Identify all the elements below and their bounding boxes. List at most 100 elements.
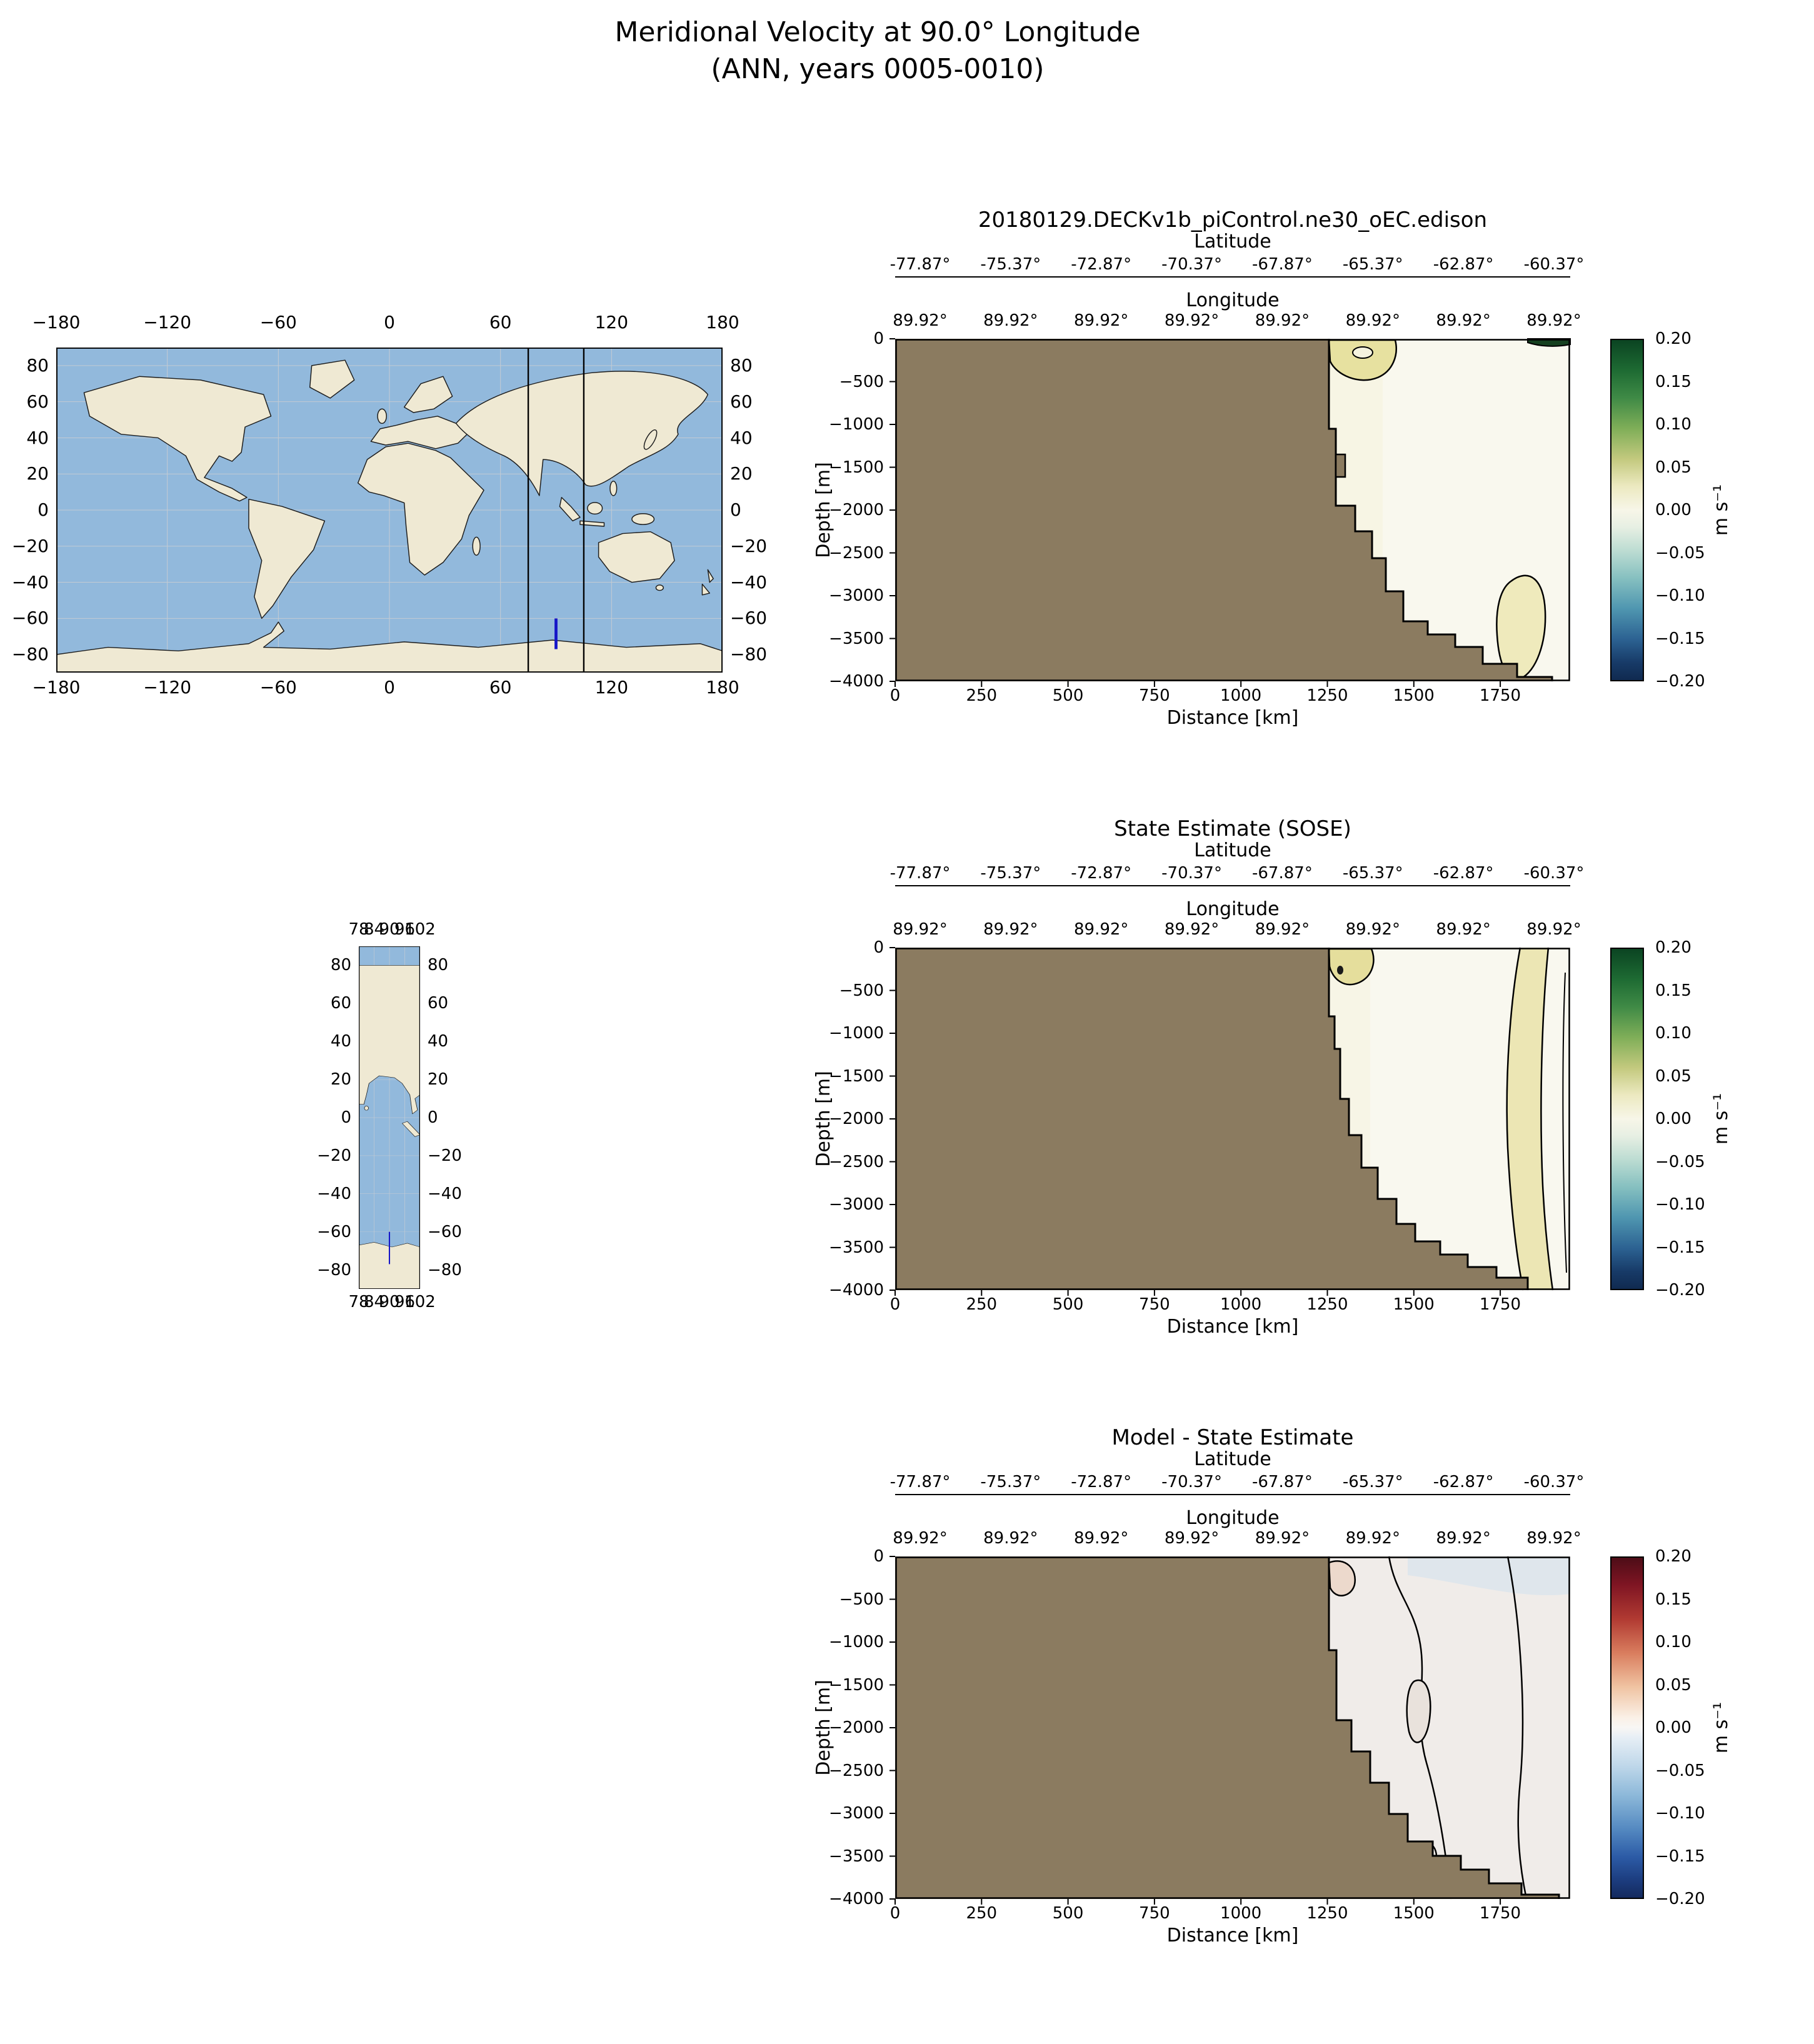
colorbar-tick-label: 0.15 (1655, 1590, 1691, 1609)
longitude-tick-label: 89.92° (1255, 311, 1310, 330)
map-longitude-tick-label: 60 (489, 677, 512, 698)
map-latitude-tick-label: 40 (730, 427, 753, 448)
map-latitude-tick-label: 0 (730, 499, 741, 520)
longitude-tick-label: 89.92° (1436, 311, 1491, 330)
colorbar-tick-label: 0.00 (1655, 501, 1691, 519)
map-latitude-tick-label: −80 (730, 644, 768, 664)
strip-map-left-lat-ticks: 80 60 40 20 0 −20 −40 −60 −80 (289, 957, 351, 1278)
longitude-tick-label: 89.92° (983, 920, 1038, 939)
colorbar-tick-label: −0.20 (1655, 1890, 1705, 1908)
transect-reference-lines (527, 348, 585, 673)
latitude-tick-label: -75.37° (980, 1473, 1041, 1491)
longitude-tick-label: 89.92° (1436, 920, 1491, 939)
distance-tick-labels: 0 250 500 750 1000 1250 1500 1750 (890, 1904, 1521, 1923)
distance-tick-label: 250 (966, 1904, 998, 1923)
continents (56, 359, 723, 673)
depth-tick-label: −500 (839, 1590, 884, 1609)
depth-axis-label: Depth [m] (813, 462, 834, 558)
colorbar-tick-label: 0.05 (1655, 1675, 1691, 1695)
longitude-tick-label: 89.92° (1073, 311, 1129, 330)
figure-title: Meridional Velocity at 90.0° Longitude (… (0, 14, 1755, 88)
depth-tick-label: −1000 (829, 1633, 884, 1651)
distance-tick-label: 1000 (1220, 1295, 1262, 1314)
contour-line-left (1506, 947, 1525, 1291)
colorbar-tick-label: −0.05 (1655, 1152, 1705, 1171)
map-frame (56, 348, 723, 673)
depth-tick-labels: 0 −500 −1000 −1500 −2000 −2500 −3000 −3500 −4000 (801, 939, 884, 1298)
map-latitude-tick-label: −80 (428, 1261, 462, 1280)
latitude-axis-label: Latitude (1194, 839, 1271, 861)
map-latitude-tick-label: 0 (341, 1108, 351, 1127)
section-plot (889, 947, 1570, 1296)
distance-tick-label: 750 (1139, 1904, 1170, 1923)
surface-positive-patch (1328, 1560, 1356, 1596)
depth-tick-label: 0 (873, 938, 884, 957)
colorbar-tick-labels: 0.20 0.15 0.10 0.05 0.00 −0.05 −0.10 −0.15 −0.20 (1655, 1548, 1736, 1907)
longitude-tick-label: 89.92° (1345, 920, 1400, 939)
map-latitude-tick-label: 80 (428, 956, 449, 974)
depth-tick-label: −500 (839, 981, 884, 1000)
distance-tick-label: 1250 (1306, 1295, 1348, 1314)
antarctica (56, 621, 723, 673)
section-plot-canvas (889, 338, 1571, 687)
tasmania (655, 584, 664, 591)
map-latitude-tick-label: −40 (730, 571, 768, 593)
depth-tick-label: −1500 (829, 1066, 884, 1086)
map-latitude-tick-label: 0 (38, 499, 49, 520)
colorbar-tick-label: −0.10 (1655, 586, 1705, 605)
depth-axis-label: Depth [m] (813, 1071, 834, 1167)
latitude-tick-label: -70.37° (1161, 255, 1222, 274)
longitude-tick-label: 89.92° (1436, 1529, 1491, 1548)
sumatra (559, 497, 581, 522)
latitude-tick-label: -62.87° (1433, 864, 1494, 883)
distance-tick-label: 0 (889, 686, 901, 705)
distance-tick-label: 1500 (1393, 1295, 1435, 1314)
longitude-tick-label: 89.92° (1073, 920, 1129, 939)
depth-tick-label: −3500 (829, 1238, 884, 1257)
map-latitude-tick-label: 60 (730, 391, 753, 412)
colorbar-tick-label: −0.05 (1655, 543, 1705, 563)
world-map-canvas (56, 348, 723, 673)
colorbar-tick-label: −0.15 (1655, 1846, 1705, 1866)
depth-tick-labels: 0 −500 −1000 −1500 −2000 −2500 −3000 −3500 −4000 (801, 331, 884, 689)
colorbar-tick-label: −0.15 (1655, 1238, 1705, 1257)
latitude-tick-label: -67.87° (1252, 1473, 1313, 1491)
longitude-tick-label: 89.92° (1164, 311, 1220, 330)
new-zealand (701, 569, 714, 596)
surface-positive-patch (1328, 948, 1375, 986)
depth-tick-label: −2500 (829, 543, 884, 563)
map-longitude-tick-label: −180 (32, 312, 81, 333)
distance-tick-label: 0 (889, 1904, 901, 1923)
section-panel-difference: Model - State Estimate Latitude -77.87° -… (788, 1425, 1814, 1953)
map-latitude-tick-label: −60 (11, 608, 49, 629)
land (359, 965, 420, 1289)
bathymetry-outline (1328, 948, 1529, 1290)
latitude-tick-label: -60.37° (1523, 255, 1585, 274)
map-longitude-tick-label: −120 (143, 677, 192, 698)
map-latitude-tick-label: 80 (730, 355, 753, 376)
map-longitude-tick-label: 180 (706, 677, 739, 698)
map-latitude-tick-label: 80 (26, 355, 49, 376)
distance-tick-label: 500 (1052, 1904, 1084, 1923)
latitude-tick-label: -67.87° (1252, 255, 1313, 274)
borneo (587, 502, 603, 515)
latitude-tick-label: -75.37° (980, 255, 1041, 274)
map-latitude-tick-label: −20 (317, 1146, 351, 1165)
latitude-tick-label: -67.87° (1252, 864, 1313, 883)
map-latitude-tick-label: 20 (428, 1070, 449, 1089)
world-map-top-lon-ticks: −180 −120 −60 0 60 120 180 (33, 312, 739, 333)
depth-tick-label: −2500 (829, 1152, 884, 1171)
depth-tick-label: −3000 (829, 1804, 884, 1823)
map-longitude-tick-label: 60 (489, 312, 512, 333)
panel-title: State Estimate (SOSE) (1114, 816, 1351, 841)
colorbar-units-label: m s⁻¹ (1710, 1701, 1732, 1754)
depth-tick-label: 0 (873, 1547, 884, 1566)
figure-title-line2: (ANN, years 0005-0010) (711, 53, 1045, 86)
longitude-tick-labels: 89.92° 89.92° 89.92° 89.92° 89.92° 89.92° 89.9… (893, 311, 1581, 330)
asia-land (359, 965, 420, 1115)
map-frame (359, 946, 420, 1289)
surface-negative-tint (1408, 1556, 1570, 1596)
colorbar-tick-labels: 0.20 0.15 0.10 0.05 0.00 −0.05 −0.10 −0.15 −0.20 (1655, 331, 1736, 689)
axis-tick-marks (889, 947, 1501, 1296)
